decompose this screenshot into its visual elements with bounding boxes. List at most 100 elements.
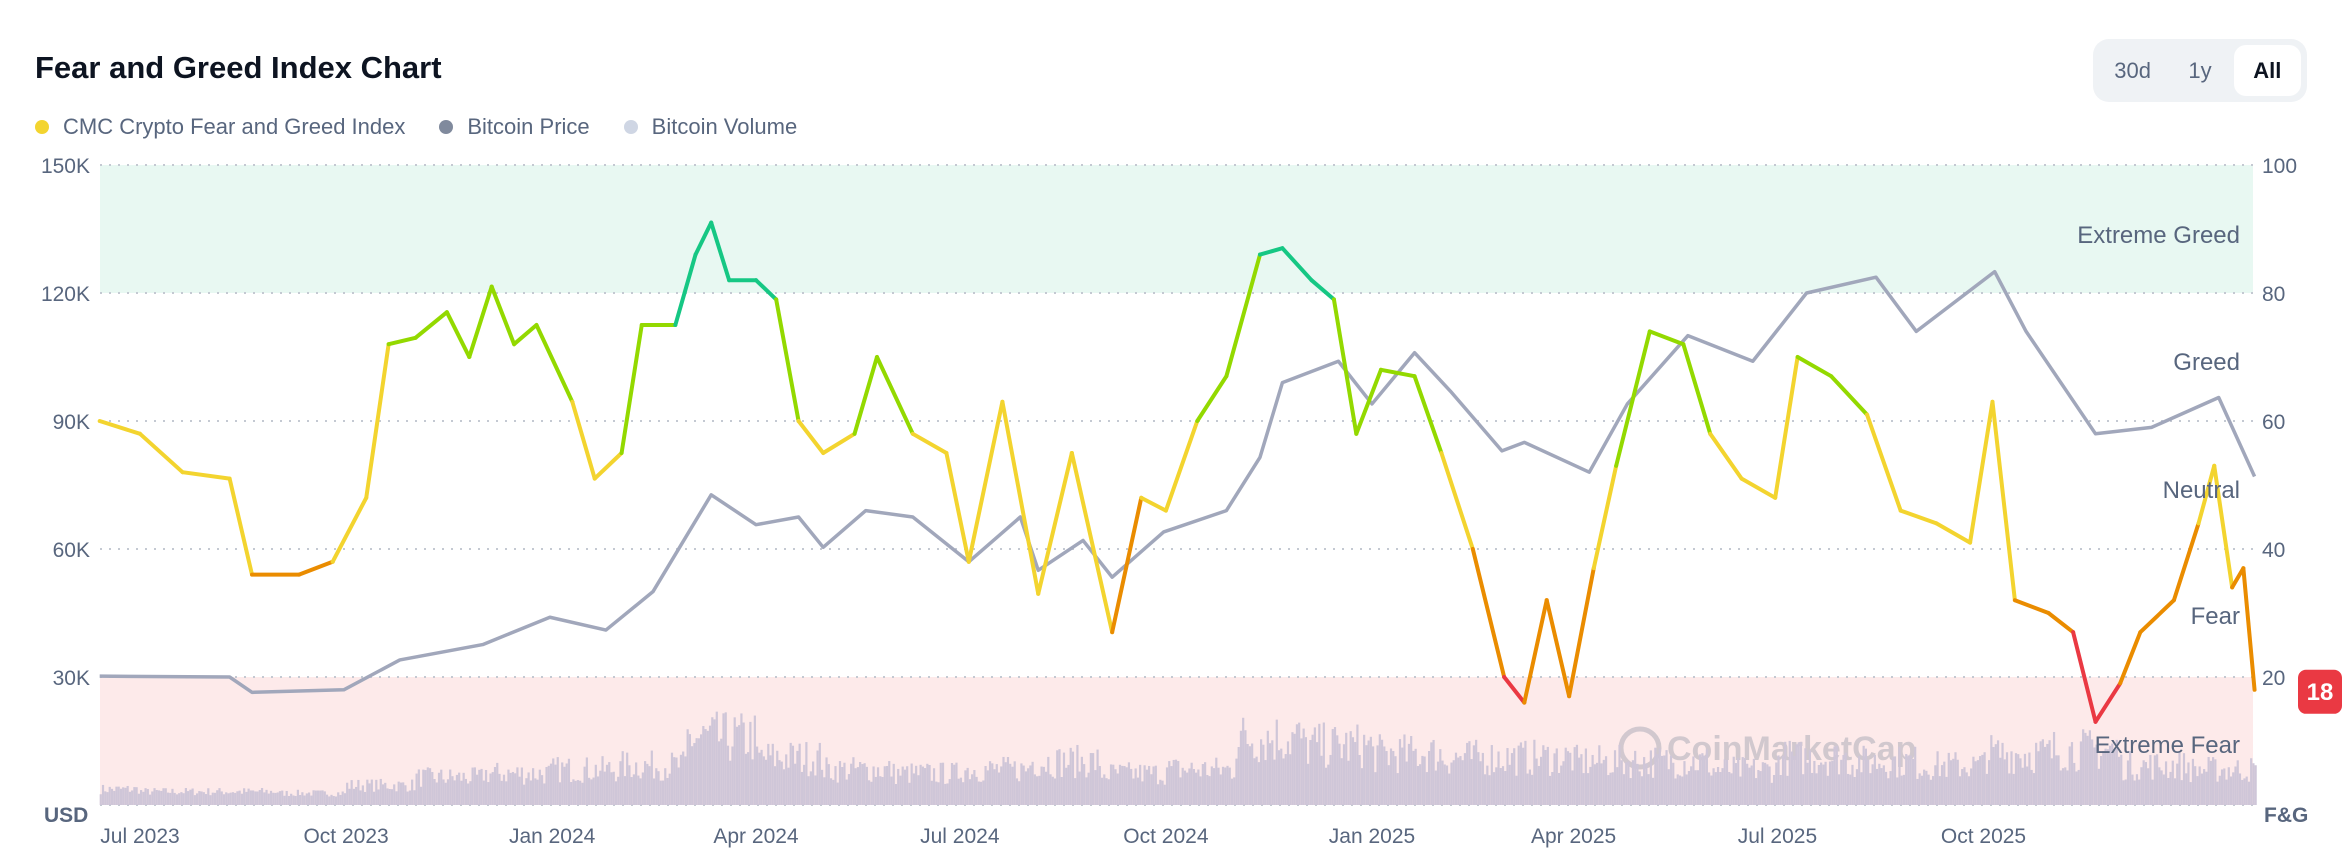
bitcoin-price-line [99,269,2257,695]
volume-bar [1723,759,1726,805]
fear-greed-line-segment [754,278,779,302]
volume-bar [1804,748,1807,805]
volume-bar [1806,762,1809,805]
fear-greed-line-segment [1502,675,1527,705]
x-axis-tick: Jul 2024 [920,825,1000,848]
volume-bar [1849,774,1852,805]
volume-bar [343,793,347,805]
volume-bar [1470,759,1473,805]
volume-bar [668,773,671,805]
volume-bar [1421,755,1424,805]
volume-bar [1880,768,1883,805]
volume-bar [1004,762,1007,805]
volume-bar [1492,772,1496,805]
volume-bar [1790,751,1794,805]
volume-bar [2093,747,2096,805]
volume-bar [791,745,795,805]
volume-bar [487,782,490,805]
volume-bar [216,790,219,805]
range-button-30d[interactable]: 30d [2114,57,2152,83]
volume-bar [393,784,396,805]
volume-bar [1002,756,1005,805]
volume-bar [104,791,107,805]
volume-bar [1215,757,1218,805]
volume-bar [1168,761,1171,805]
volume-bar [1062,752,1066,805]
volume-bar [1596,762,1599,805]
fear-greed-line-segment [774,297,801,423]
fear-greed-line-segment [330,495,369,564]
legend-item-fear-greed[interactable]: CMC Crypto Fear and Greed Index [35,114,405,140]
volume-bar [1958,776,1962,805]
volume-bar [440,769,443,805]
volume-bar [415,773,418,805]
volume-bar [829,778,833,805]
right-axis-tick: 20 [2262,667,2285,690]
volume-bar [1094,770,1097,805]
volume-bar [117,786,120,805]
legend-item-bitcoin-price[interactable]: Bitcoin Price [439,114,590,140]
volume-bar [346,782,349,805]
volume-bar [2035,742,2038,805]
volume-bar [1867,759,1870,805]
volume-bar [1797,742,1800,805]
volume-bar [2017,754,2020,805]
volume-bar [872,766,875,805]
volume-bar [1123,766,1126,805]
fear-greed-line-segment [1614,329,1652,468]
volume-bar [417,769,420,805]
volume-bar [1217,767,1220,805]
volume-bar [1262,744,1265,805]
volume-bar [1029,765,1032,805]
volume-bar [1038,775,1041,805]
fear-greed-line-segment [874,355,915,436]
volume-bar [1537,765,1540,805]
x-axis-tick: Oct 2025 [1941,825,2026,848]
fear-greed-line-segment [1309,278,1336,302]
volume-bar [861,764,864,805]
volume-bar [552,758,555,805]
volume-bar [1842,755,1845,805]
volume-bar [1902,774,1906,805]
volume-bar [1716,767,1720,805]
volume-bar [2169,771,2172,805]
volume-bar [888,761,891,805]
volume-bar [1141,781,1144,805]
right-axis-unit: F&G [2264,804,2308,827]
legend-item-bitcoin-volume[interactable]: Bitcoin Volume [623,114,797,140]
volume-bar [1369,736,1372,805]
volume-bar [543,783,546,805]
volume-bar [635,762,638,805]
fear-greed-line-segment [1139,495,1168,513]
volume-bar [1826,775,1829,805]
volume-bar [561,762,564,805]
volume-bar [1163,784,1166,805]
volume-bar [1466,742,1469,805]
volume-bar [1665,750,1668,805]
volume-bar [204,794,208,805]
volume-bar [980,781,983,805]
volume-bar [632,774,635,805]
volume-bar [1990,735,1993,805]
volume-bar [1768,766,1771,805]
volume-bar [272,792,275,805]
volume-bar [1961,769,1964,805]
volume-bar [993,769,996,805]
volume-bar [462,772,465,805]
volume-bar [2095,744,2098,805]
volume-bar [1562,761,1565,805]
volume-bar [1994,744,1997,805]
volume-bar [126,785,129,805]
range-button-1y[interactable]: 1y [2188,57,2212,83]
volume-bar [285,790,288,805]
range-button-all[interactable]: All [2233,45,2301,96]
volume-bar [1311,734,1314,805]
volume-bar [1042,766,1045,805]
volume-bar [2070,742,2074,805]
volume-bar [1515,775,1518,805]
volume-bar [2254,765,2257,805]
volume-bar [1876,768,1879,805]
volume-bar [1811,772,1814,805]
volume-bar [614,781,618,805]
